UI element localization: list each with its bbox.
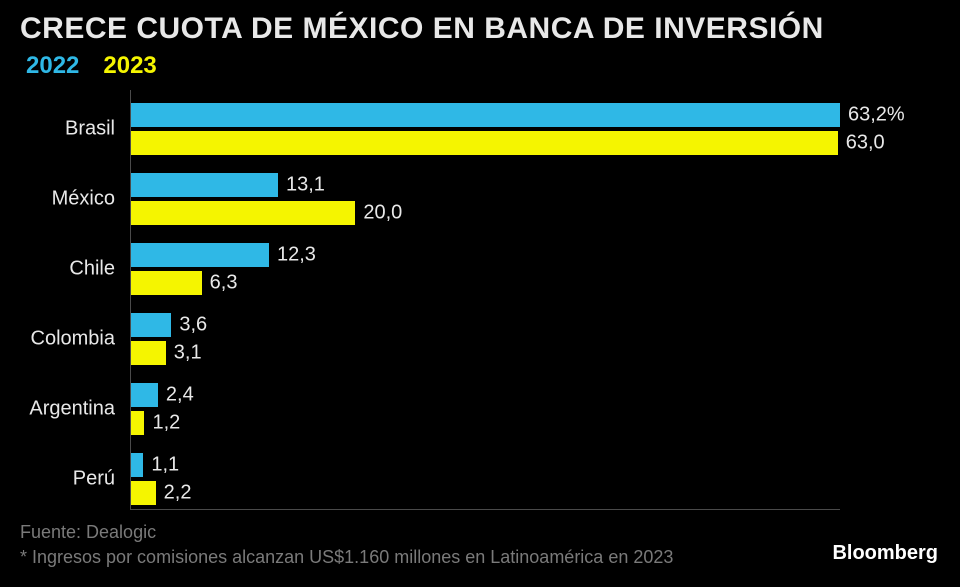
bar-wrap: 6,3 xyxy=(131,271,840,295)
country-row: México13,120,0 xyxy=(131,164,840,234)
bar: 13,1 xyxy=(131,173,278,197)
chart-container: CRECE CUOTA DE MÉXICO EN BANCA DE INVERS… xyxy=(0,0,960,587)
bar-value-label: 63,2% xyxy=(848,104,905,127)
bar-value-label: 1,2 xyxy=(152,412,180,435)
bar-wrap: 3,6 xyxy=(131,313,840,337)
country-row: Perú1,12,2 xyxy=(131,444,840,514)
bar-wrap: 63,0 xyxy=(131,131,840,155)
bar: 12,3 xyxy=(131,243,269,267)
bar: 6,3 xyxy=(131,271,202,295)
bar: 63,0 xyxy=(131,131,838,155)
country-row: Chile12,36,3 xyxy=(131,234,840,304)
bar-value-label: 63,0 xyxy=(846,132,885,155)
footnote-text: * Ingresos por comisiones alcanzan US$1.… xyxy=(20,545,940,569)
bar-wrap: 12,3 xyxy=(131,243,840,267)
bar: 1,2 xyxy=(131,411,144,435)
bar-value-label: 2,4 xyxy=(166,384,194,407)
country-row: Colombia3,63,1 xyxy=(131,304,840,374)
country-label: Colombia xyxy=(13,328,123,351)
bar-value-label: 13,1 xyxy=(286,174,325,197)
country-row: Argentina2,41,2 xyxy=(131,374,840,444)
bar: 20,0 xyxy=(131,201,355,225)
legend: 2022 2023 xyxy=(26,52,940,80)
bar-wrap: 1,2 xyxy=(131,411,840,435)
bar: 2,4 xyxy=(131,383,158,407)
country-label: México xyxy=(13,188,123,211)
chart-title: CRECE CUOTA DE MÉXICO EN BANCA DE INVERS… xyxy=(20,12,940,46)
country-label: Perú xyxy=(13,468,123,491)
bar-value-label: 3,1 xyxy=(174,342,202,365)
bar-value-label: 20,0 xyxy=(363,202,402,225)
bar-wrap: 3,1 xyxy=(131,341,840,365)
bar-wrap: 20,0 xyxy=(131,201,840,225)
bar-value-label: 12,3 xyxy=(277,244,316,267)
country-label: Brasil xyxy=(13,118,123,141)
bar-wrap: 1,1 xyxy=(131,453,840,477)
bar-wrap: 13,1 xyxy=(131,173,840,197)
chart-footer: Fuente: Dealogic * Ingresos por comision… xyxy=(20,520,940,569)
bar-wrap: 63,2% xyxy=(131,103,840,127)
country-row: Brasil63,2%63,0 xyxy=(131,94,840,164)
bar: 1,1 xyxy=(131,453,143,477)
country-label: Chile xyxy=(13,258,123,281)
bar: 3,1 xyxy=(131,341,166,365)
bar: 2,2 xyxy=(131,481,156,505)
bar-value-label: 6,3 xyxy=(210,272,238,295)
bar-value-label: 1,1 xyxy=(151,454,179,477)
country-label: Argentina xyxy=(13,398,123,421)
bar: 63,2% xyxy=(131,103,840,127)
legend-item-2023: 2023 xyxy=(103,52,156,80)
chart-plot-area: Brasil63,2%63,0México13,120,0Chile12,36,… xyxy=(130,90,840,510)
brand-logo: Bloomberg xyxy=(832,542,938,565)
bar-value-label: 2,2 xyxy=(164,482,192,505)
bar-wrap: 2,2 xyxy=(131,481,840,505)
source-text: Fuente: Dealogic xyxy=(20,520,940,544)
legend-item-2022: 2022 xyxy=(26,52,79,80)
bar: 3,6 xyxy=(131,313,171,337)
bar-value-label: 3,6 xyxy=(179,314,207,337)
bar-wrap: 2,4 xyxy=(131,383,840,407)
